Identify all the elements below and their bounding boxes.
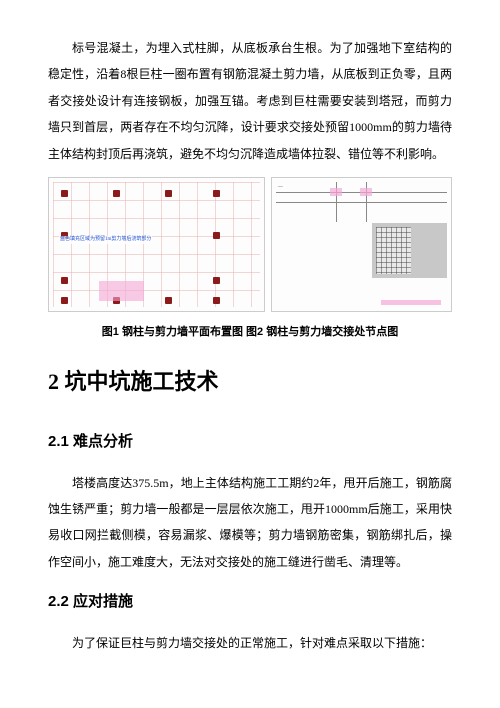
dim-label: —: [278, 182, 283, 193]
figure-annotation: 蓝色填充区域为预留1m剪力墙后浇筑部分: [59, 236, 152, 244]
heading-2-1: 2.1 难点分析: [48, 425, 452, 458]
difficulty-paragraph: 塔楼高度达375.5m，地上主体结构施工工期约2年，甩开后施工，钢筋腐蚀生锈严重…: [48, 470, 452, 576]
column-layout: [53, 182, 260, 307]
measures-paragraph: 为了保证巨柱与剪力墙交接处的正常施工，针对难点采取以下措施：: [48, 630, 452, 656]
figure-2-detail: —: [271, 177, 452, 312]
opening-paragraph: 标号混凝土，为埋入式柱脚，从底板承台生根。为了加强地下室结构的稳定性，沿着8根巨…: [48, 35, 452, 167]
figure-1-plan: 蓝色填充区域为预留1m剪力墙后浇筑部分: [48, 177, 265, 312]
figure-container: 蓝色填充区域为预留1m剪力墙后浇筑部分 —: [48, 177, 452, 312]
heading-section-2: 2 坑中坑施工技术: [48, 358, 452, 406]
pink-bar-bottom: [381, 300, 441, 305]
rebar-grid: [376, 227, 411, 274]
section-hatch: [372, 223, 447, 278]
figure-caption: 图1 钢柱与剪力墙平面布置图 图2 钢柱与剪力墙交接处节点图: [48, 320, 452, 344]
pink-zone: [99, 281, 144, 301]
heading-2-2: 2.2 应对措施: [48, 585, 452, 618]
